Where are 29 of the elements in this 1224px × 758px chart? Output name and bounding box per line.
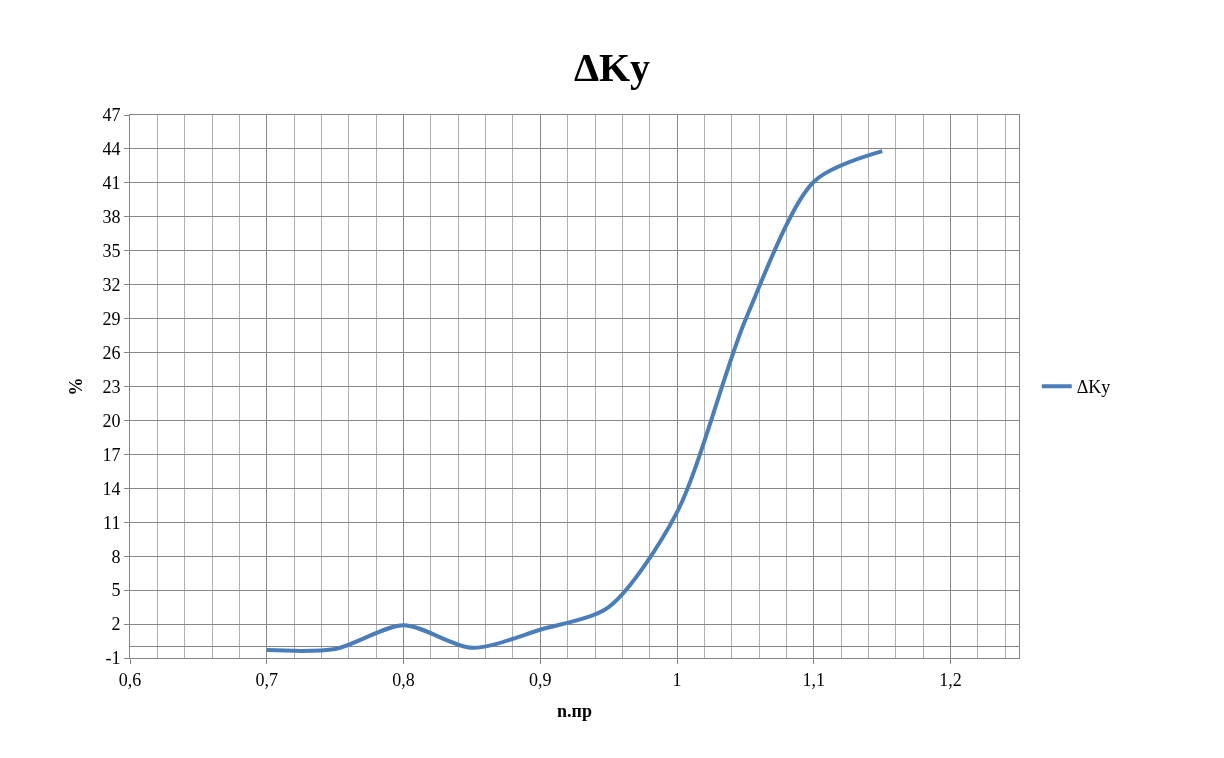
x-tick-label: 1,2 [939,669,962,690]
x-tick-label: 0,6 [118,669,142,690]
y-tick-label: 32 [102,274,121,295]
y-tick-label: 17 [102,444,121,465]
x-axis-title: n.пр [557,700,592,721]
y-tick-label: 41 [102,173,121,194]
legend-label: ΔKy [1076,377,1111,398]
y-tick-label: 26 [102,342,121,363]
y-tick-label: 29 [102,308,121,329]
y-tick-label: 20 [102,410,121,431]
y-tick-label: 35 [102,241,121,262]
x-tick-label: 0,9 [529,669,552,690]
y-tick-label: 11 [103,512,121,533]
chart-title: ΔKy [573,45,651,91]
y-tick-label: 38 [102,207,121,228]
x-tick-label: 1,1 [802,669,826,690]
x-tick-label: 0,8 [392,669,415,690]
y-tick-label: 5 [111,580,121,601]
y-axis-title: % [65,377,86,396]
y-tick-label: 8 [111,546,121,567]
y-tick-label: 23 [102,376,121,397]
y-tick-label: 2 [111,614,121,635]
x-tick-label: 1 [672,669,682,690]
y-tick-label: 44 [102,139,121,160]
x-tick-label: 0,7 [255,669,279,690]
y-tick-label: -1 [105,648,121,669]
line-series [264,149,885,653]
y-tick-label: 14 [102,478,121,499]
y-tick-label: 47 [102,105,121,126]
